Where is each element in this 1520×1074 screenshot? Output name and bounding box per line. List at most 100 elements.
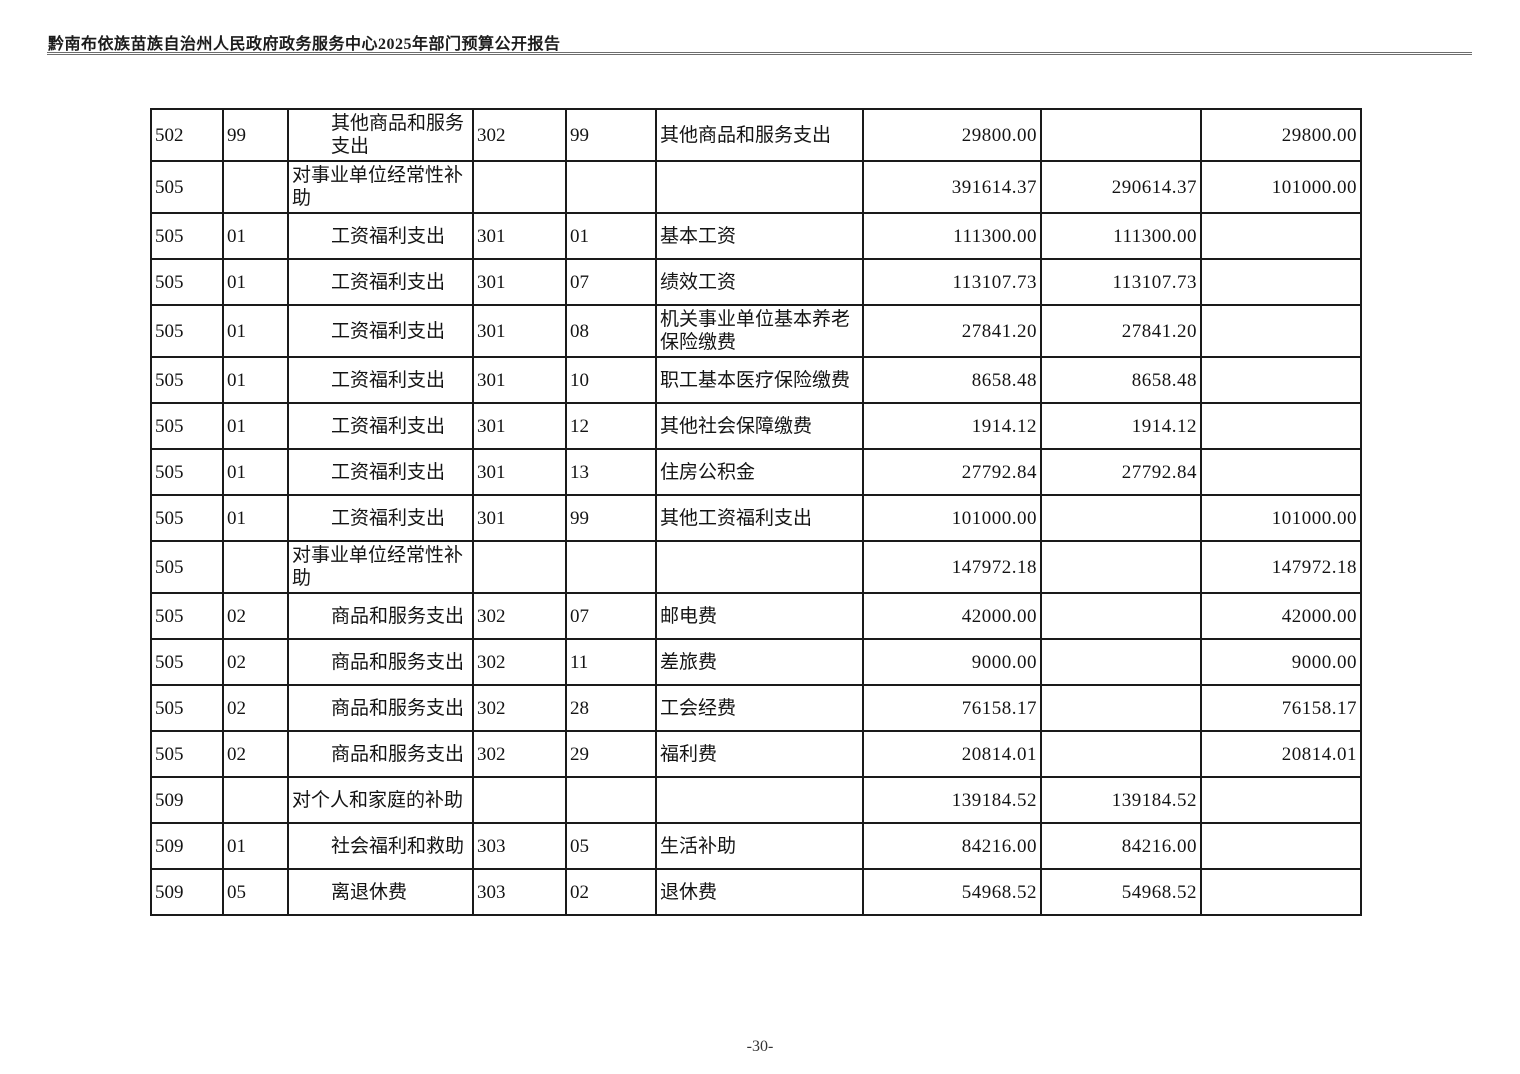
cell-econ-class-subcode: 11 xyxy=(565,638,657,686)
cell-econ-class-code: 303 xyxy=(472,868,567,916)
cell-amount-3 xyxy=(1200,356,1362,404)
cell-func-class-subcode: 01 xyxy=(222,356,289,404)
cell-amount-2: 290614.37 xyxy=(1040,160,1202,214)
cell-amount-1: 84216.00 xyxy=(862,822,1042,870)
table-row: 509 对个人和家庭的补助 139184.52 139184.52 xyxy=(150,776,1362,824)
cell-econ-class-code: 301 xyxy=(472,448,567,496)
cell-econ-class-code: 301 xyxy=(472,258,567,306)
cell-amount-3: 42000.00 xyxy=(1200,592,1362,640)
cell-amount-3: 29800.00 xyxy=(1200,108,1362,162)
cell-econ-class-subcode xyxy=(565,160,657,214)
header-divider-rule xyxy=(47,52,1472,55)
cell-func-class-code: 505 xyxy=(150,212,224,260)
cell-econ-class-code: 302 xyxy=(472,638,567,686)
cell-econ-class-code: 301 xyxy=(472,212,567,260)
cell-amount-1: 42000.00 xyxy=(862,592,1042,640)
cell-func-class-name: 对个人和家庭的补助 xyxy=(287,776,474,824)
cell-amount-2: 111300.00 xyxy=(1040,212,1202,260)
cell-amount-2 xyxy=(1040,638,1202,686)
cell-func-class-subcode: 02 xyxy=(222,730,289,778)
cell-econ-class-name: 绩效工资 xyxy=(655,258,864,306)
cell-econ-class-subcode: 29 xyxy=(565,730,657,778)
cell-amount-2 xyxy=(1040,730,1202,778)
table-row: 509 05 离退休费 303 02 退休费 54968.52 54968.52 xyxy=(150,868,1362,916)
cell-econ-class-subcode: 05 xyxy=(565,822,657,870)
cell-func-class-name: 工资福利支出 xyxy=(287,212,474,260)
cell-amount-1: 27792.84 xyxy=(862,448,1042,496)
table-row: 509 01 社会福利和救助 303 05 生活补助 84216.00 84216.00 xyxy=(150,822,1362,870)
cell-econ-class-code: 303 xyxy=(472,822,567,870)
budget-table-container: 502 99 其他商品和服务支出 302 99 其他商品和服务支出 29800.00 2980… xyxy=(150,108,1362,916)
cell-amount-1: 147972.18 xyxy=(862,540,1042,594)
cell-amount-3 xyxy=(1200,304,1362,358)
cell-func-class-subcode: 01 xyxy=(222,212,289,260)
cell-func-class-name: 商品和服务支出 xyxy=(287,592,474,640)
table-row: 505 02 商品和服务支出 302 11 差旅费 9000.00 9000.00 xyxy=(150,638,1362,686)
cell-func-class-subcode: 02 xyxy=(222,684,289,732)
cell-amount-1: 54968.52 xyxy=(862,868,1042,916)
table-row: 505 01 工资福利支出 301 07 绩效工资 113107.73 113107.73 xyxy=(150,258,1362,306)
cell-func-class-code: 505 xyxy=(150,258,224,306)
table-row: 505 02 商品和服务支出 302 29 福利费 20814.01 20814.01 xyxy=(150,730,1362,778)
cell-func-class-code: 505 xyxy=(150,684,224,732)
table-row: 505 对事业单位经常性补助 147972.18 147972.18 xyxy=(150,540,1362,594)
cell-econ-class-code xyxy=(472,160,567,214)
table-row: 505 对事业单位经常性补助 391614.37 290614.37 101000.00 xyxy=(150,160,1362,214)
cell-func-class-code: 509 xyxy=(150,776,224,824)
cell-amount-3: 9000.00 xyxy=(1200,638,1362,686)
cell-amount-2 xyxy=(1040,684,1202,732)
cell-func-class-subcode: 01 xyxy=(222,448,289,496)
cell-econ-class-name: 其他商品和服务支出 xyxy=(655,108,864,162)
budget-table: 502 99 其他商品和服务支出 302 99 其他商品和服务支出 29800.00 2980… xyxy=(150,108,1362,916)
cell-amount-2: 27792.84 xyxy=(1040,448,1202,496)
cell-econ-class-name xyxy=(655,540,864,594)
cell-func-class-subcode: 02 xyxy=(222,592,289,640)
cell-econ-class-name: 退休费 xyxy=(655,868,864,916)
cell-func-class-name: 社会福利和救助 xyxy=(287,822,474,870)
table-row: 505 01 工资福利支出 301 13 住房公积金 27792.84 27792.84 xyxy=(150,448,1362,496)
cell-econ-class-name: 工会经费 xyxy=(655,684,864,732)
cell-amount-3 xyxy=(1200,868,1362,916)
cell-econ-class-subcode: 07 xyxy=(565,592,657,640)
cell-econ-class-name: 基本工资 xyxy=(655,212,864,260)
cell-amount-3 xyxy=(1200,822,1362,870)
cell-func-class-subcode: 01 xyxy=(222,822,289,870)
cell-func-class-subcode: 01 xyxy=(222,304,289,358)
cell-econ-class-name: 差旅费 xyxy=(655,638,864,686)
cell-func-class-name: 商品和服务支出 xyxy=(287,638,474,686)
cell-econ-class-name xyxy=(655,776,864,824)
cell-func-class-code: 505 xyxy=(150,494,224,542)
cell-func-class-subcode xyxy=(222,540,289,594)
cell-econ-class-code: 301 xyxy=(472,494,567,542)
cell-func-class-code: 505 xyxy=(150,402,224,450)
cell-amount-1: 27841.20 xyxy=(862,304,1042,358)
cell-econ-class-code xyxy=(472,776,567,824)
cell-econ-class-code: 302 xyxy=(472,684,567,732)
cell-econ-class-subcode: 08 xyxy=(565,304,657,358)
cell-func-class-name: 工资福利支出 xyxy=(287,258,474,306)
cell-func-class-code: 505 xyxy=(150,730,224,778)
cell-amount-1: 9000.00 xyxy=(862,638,1042,686)
cell-func-class-subcode: 01 xyxy=(222,258,289,306)
cell-econ-class-name: 住房公积金 xyxy=(655,448,864,496)
table-row: 505 02 商品和服务支出 302 07 邮电费 42000.00 42000.00 xyxy=(150,592,1362,640)
cell-amount-2: 113107.73 xyxy=(1040,258,1202,306)
cell-econ-class-name xyxy=(655,160,864,214)
table-row: 505 01 工资福利支出 301 12 其他社会保障缴费 1914.12 1914.12 xyxy=(150,402,1362,450)
cell-amount-3: 101000.00 xyxy=(1200,160,1362,214)
cell-econ-class-name: 机关事业单位基本养老保险缴费 xyxy=(655,304,864,358)
page-header-title: 黔南布依族苗族自治州人民政府政务服务中心2025年部门预算公开报告 xyxy=(48,36,561,53)
table-row: 502 99 其他商品和服务支出 302 99 其他商品和服务支出 29800.00 2980… xyxy=(150,108,1362,162)
cell-amount-2: 1914.12 xyxy=(1040,402,1202,450)
cell-econ-class-subcode: 28 xyxy=(565,684,657,732)
cell-amount-3 xyxy=(1200,258,1362,306)
cell-econ-class-subcode: 99 xyxy=(565,108,657,162)
table-row: 505 01 工资福利支出 301 10 职工基本医疗保险缴费 8658.48 8658.48 xyxy=(150,356,1362,404)
cell-amount-3 xyxy=(1200,448,1362,496)
cell-func-class-code: 505 xyxy=(150,592,224,640)
table-row: 505 02 商品和服务支出 302 28 工会经费 76158.17 76158.17 xyxy=(150,684,1362,732)
cell-func-class-code: 509 xyxy=(150,822,224,870)
cell-func-class-code: 505 xyxy=(150,356,224,404)
cell-func-class-subcode xyxy=(222,160,289,214)
cell-func-class-subcode: 05 xyxy=(222,868,289,916)
